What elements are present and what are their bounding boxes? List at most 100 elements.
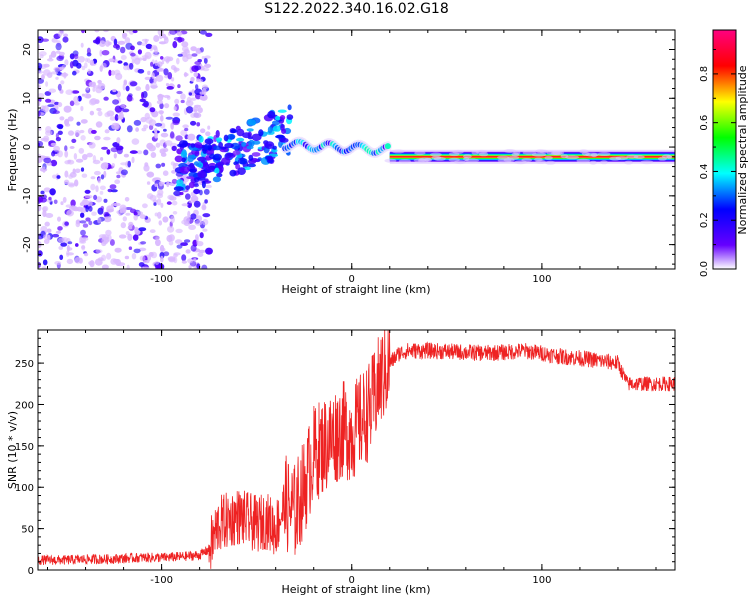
spectrogram-heatmap [38,30,675,269]
noise-blob [187,210,191,218]
noise-blob [202,67,210,72]
noise-blob [142,57,147,61]
noise-blob [45,213,54,218]
turbulence-blob [242,132,251,139]
noise-blob [101,50,110,56]
noise-blob [176,57,180,65]
noise-blob [50,142,57,147]
turbulence-blob [279,115,286,121]
noise-blob [136,211,144,216]
spectrogram-x-tick-label: -100 [150,274,173,285]
noise-blob [182,124,189,129]
turbulence-blob [194,177,200,183]
noise-blob [150,82,158,90]
noise-blob [146,181,151,185]
noise-blob [75,243,79,247]
noise-blob [66,244,70,252]
turbulence-blob [229,169,237,177]
noise-blob [114,114,119,121]
noise-blob [60,242,68,247]
noise-blob [111,163,116,168]
noise-blob [106,149,110,155]
noise-blob [191,88,195,95]
noise-blob [85,205,89,213]
noise-blob [84,189,91,194]
noise-blob [64,150,69,158]
noise-blob [131,253,137,260]
noise-blob [161,248,166,252]
noise-blob [139,98,146,103]
noise-blob [101,62,107,69]
noise-blob [200,128,206,134]
noise-blob [57,83,62,91]
noise-blob [159,148,166,154]
snr-panel: -100 0 100 0 50 100 150 200 250 Height of straig… [6,329,676,596]
noise-blob [129,150,138,154]
noise-blob [185,249,191,254]
noise-blob [204,63,211,68]
noise-blob [147,70,151,76]
noise-blob [123,153,129,158]
noise-blob [126,94,133,102]
noise-blob [45,98,52,103]
noise-blob [116,174,121,179]
noise-blob [41,266,47,269]
turbulence-blob [215,130,220,138]
noise-blob [153,202,157,206]
turbulence-blob [180,151,188,158]
noise-blob [57,102,63,108]
noise-blob [55,230,62,234]
noise-blob [73,96,79,103]
noise-blob [63,33,69,38]
noise-blob [161,162,166,167]
turbulence-blob [198,135,204,143]
noise-blob [95,196,103,203]
snr-x-tick-label: 0 [349,575,355,586]
noise-blob [46,228,52,234]
noise-blob [172,41,178,49]
noise-blob [84,252,89,257]
tone-halo [424,157,433,162]
noise-blob [75,158,84,163]
noise-blob [143,149,149,156]
noise-blob [121,108,130,113]
turbulence-blob [206,149,215,155]
tone-halo [384,158,397,163]
noise-blob [74,102,80,106]
noise-blob [71,90,80,94]
noise-blob [85,57,88,63]
noise-blob [108,58,115,63]
noise-blob [180,242,189,247]
turbulence-blob [267,126,273,134]
tone-halo [430,152,442,157]
noise-blob [99,185,106,191]
noise-blob [84,93,90,99]
noise-blob [63,119,69,126]
noise-blob [204,199,208,204]
tone-halo [454,160,466,165]
noise-blob [69,100,75,107]
noise-blob [45,81,49,87]
noise-blob [124,37,131,44]
noise-blob [57,216,61,222]
noise-blob [190,120,197,126]
noise-blob [163,68,169,76]
turbulence-blob [248,139,255,147]
noise-blob [47,58,54,62]
turbulence-blob [193,161,199,166]
turbulence-blob [216,172,223,178]
noise-blob [164,103,170,109]
noise-blob [190,97,197,101]
noise-blob [153,128,158,134]
noise-blob [130,45,135,51]
turbulence-blob [258,129,264,137]
tone-halo [576,158,591,163]
turbulence-blob [204,138,214,145]
noise-blob [165,83,170,87]
noise-blob [155,74,164,82]
figure-title: S122.2022.340.16.02.G18 [264,1,449,17]
noise-blob [90,176,96,180]
noise-blob [138,262,145,267]
colorbar-tick-label: 0.6 [699,115,710,131]
noise-blob [131,59,135,64]
